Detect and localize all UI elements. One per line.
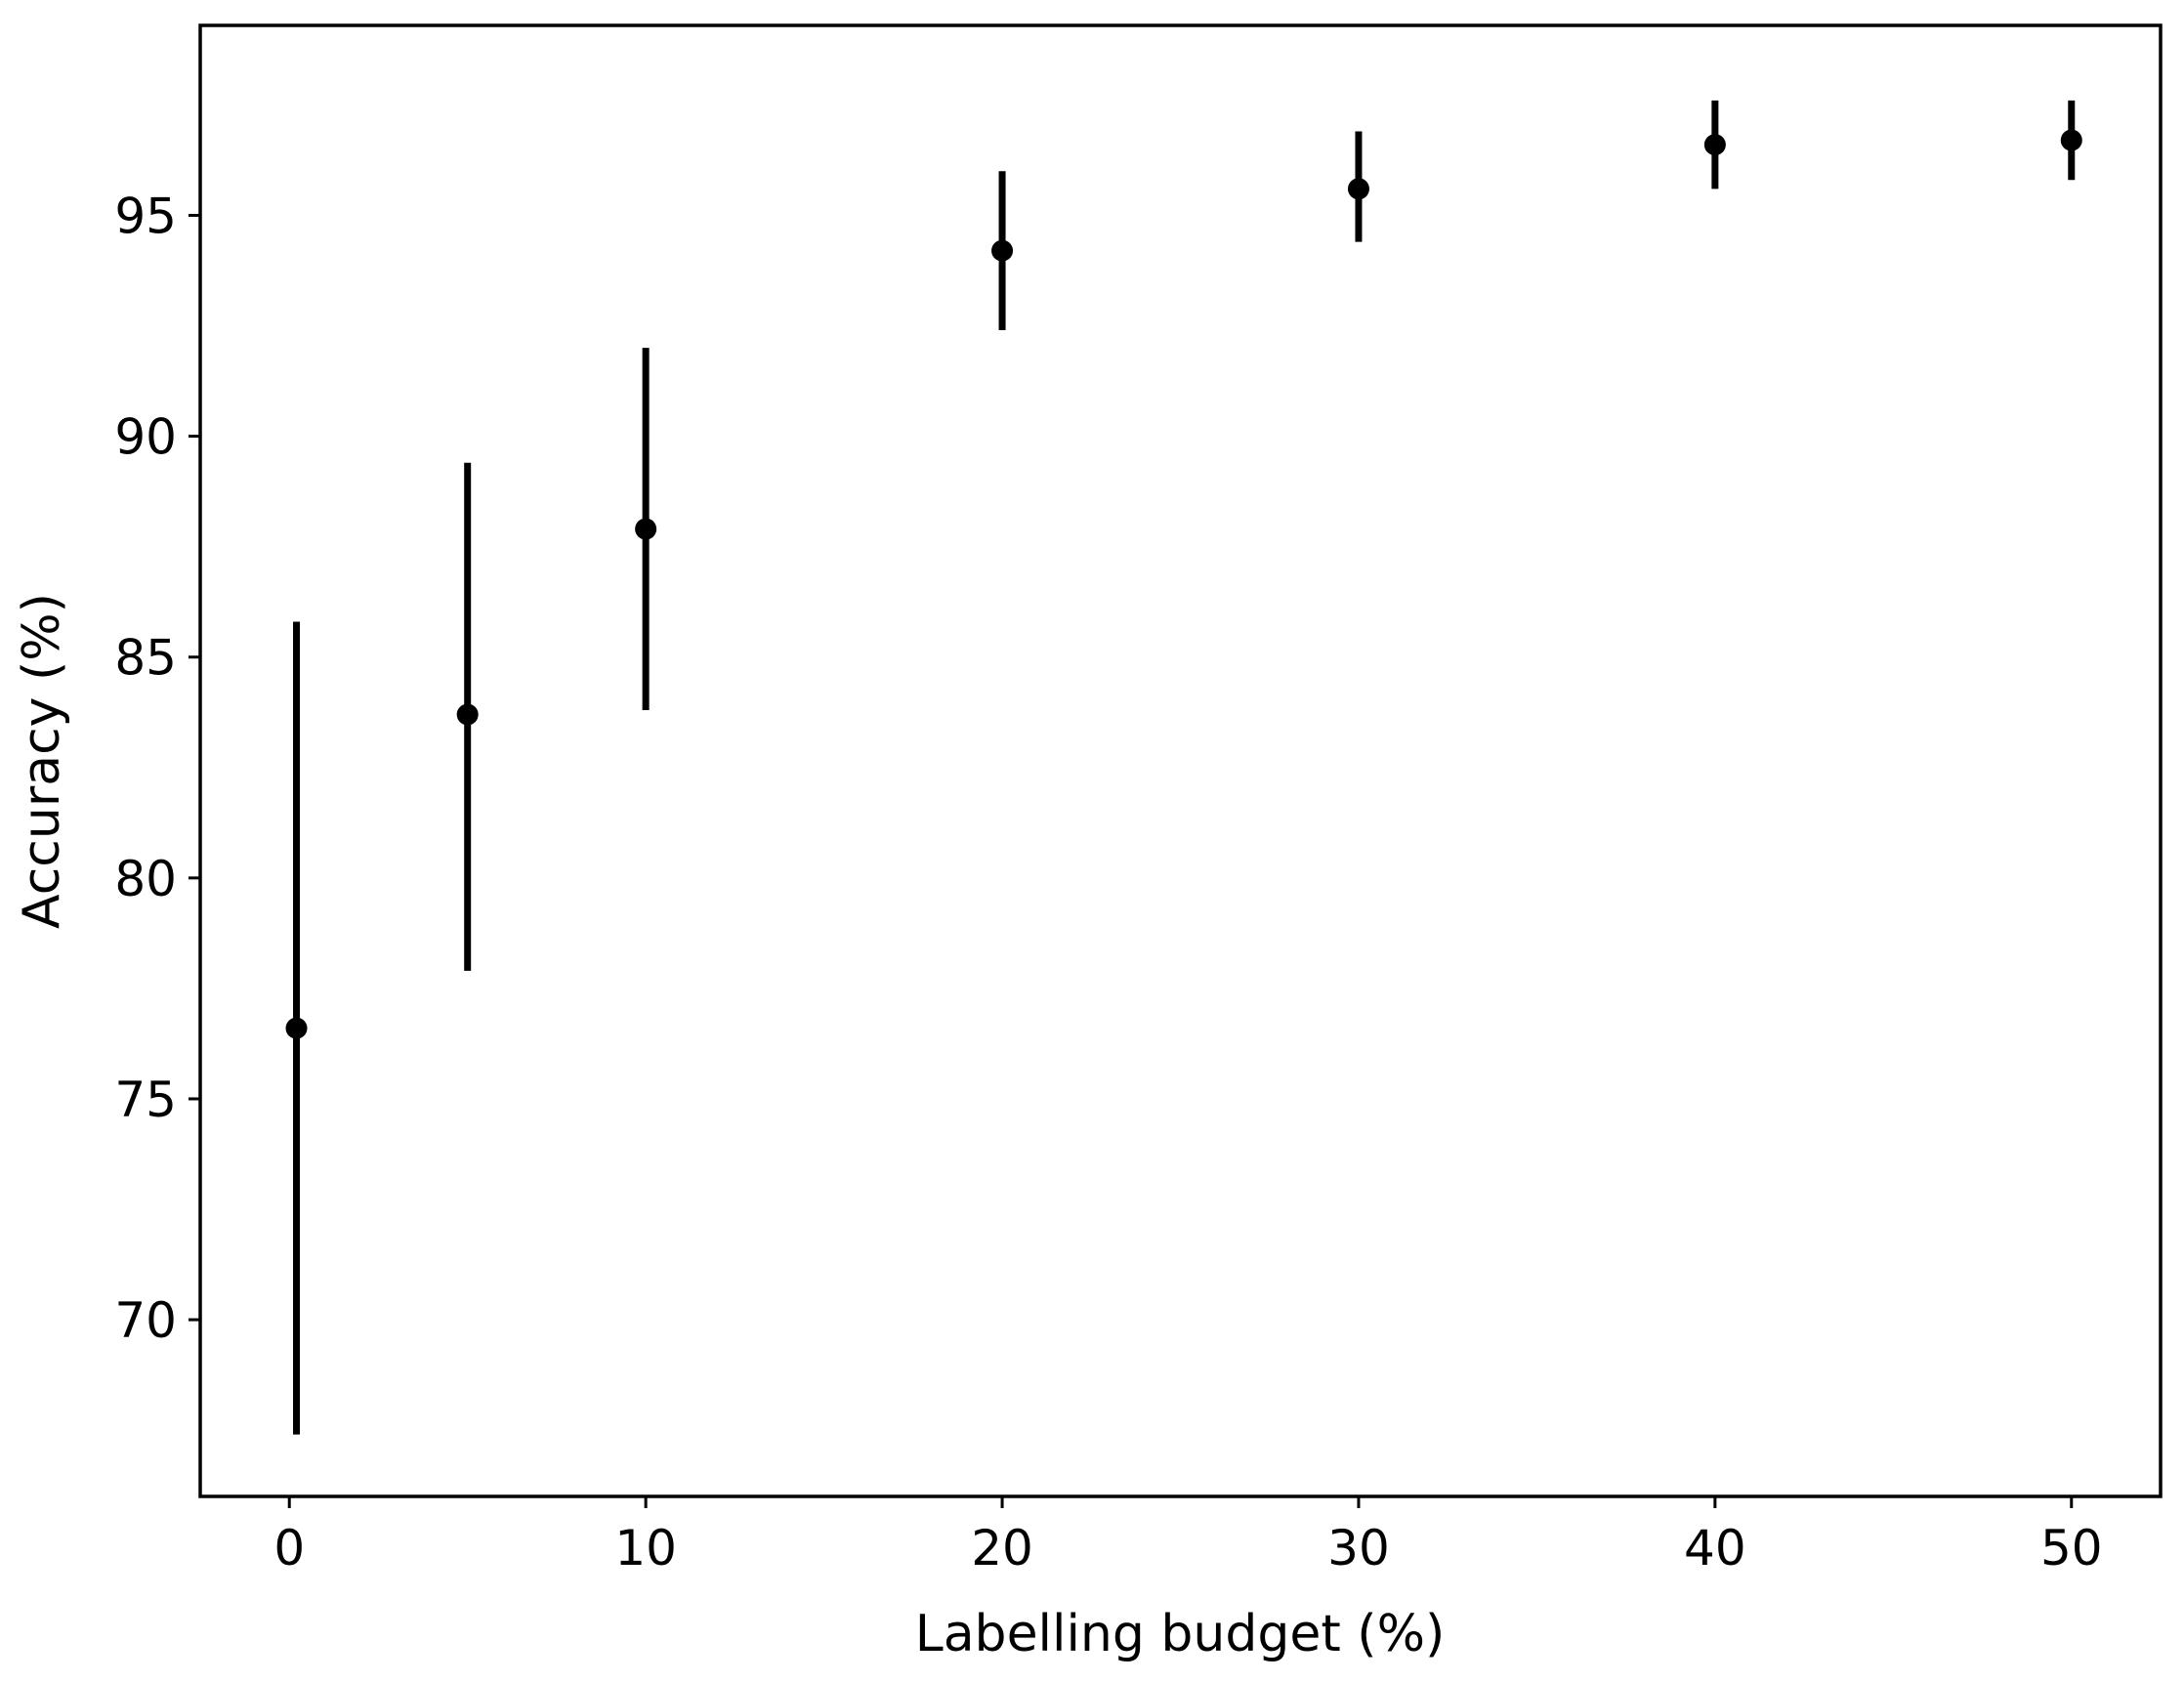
y-tick-label: 85 — [114, 630, 177, 687]
x-axis-ticks: 0 10 20 30 40 50 — [273, 1496, 2103, 1577]
x-tick-label: 40 — [1684, 1520, 1746, 1577]
x-tick-label: 10 — [614, 1520, 677, 1577]
y-tick-label: 70 — [114, 1292, 177, 1349]
y-axis-ticks: 70 75 80 85 90 95 — [114, 188, 200, 1349]
data-point — [635, 518, 657, 540]
y-tick-label: 95 — [114, 188, 177, 244]
x-tick-label: 20 — [971, 1520, 1033, 1577]
data-point — [1347, 178, 1369, 200]
y-tick-label: 75 — [114, 1072, 177, 1128]
x-tick-label: 0 — [273, 1520, 305, 1577]
y-tick-label: 80 — [114, 851, 177, 907]
plot-frame — [198, 23, 2163, 1498]
data-point — [1703, 134, 1726, 156]
x-axis-label: Labelling budget (%) — [915, 1605, 1446, 1663]
y-tick-label: 90 — [114, 409, 177, 466]
data-point — [285, 1017, 308, 1039]
x-tick-label: 30 — [1327, 1520, 1390, 1577]
data-point — [2060, 129, 2082, 151]
x-tick-label: 50 — [2040, 1520, 2103, 1577]
y-axis-label: Accuracy (%) — [13, 593, 71, 929]
data-point — [456, 703, 479, 726]
data-point — [991, 239, 1014, 262]
data-marks — [285, 100, 2082, 1435]
